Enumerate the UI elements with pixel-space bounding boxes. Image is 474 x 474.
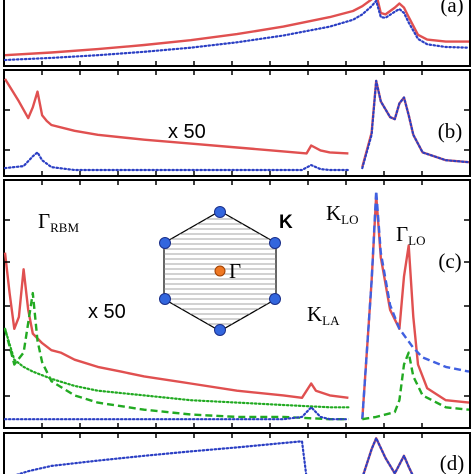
series-line-c-5: [361, 189, 470, 420]
panel-a-curves: [3, 0, 471, 62]
panel-c: Γ K ΓRBM x 50 KLO ΓLO KLA (c): [3, 179, 471, 429]
panel-b-curves: [3, 78, 471, 172]
series-line-b-1: [3, 151, 350, 172]
panel-d-label: (d): [440, 451, 465, 474]
k-point-marker: [159, 293, 171, 305]
series-line-b-0: [3, 78, 349, 155]
series-line-c-1: [3, 291, 349, 421]
series-line-d-2: [362, 437, 414, 474]
inset-brillouin-zone: Γ K: [159, 206, 293, 336]
axis-ticks: [4, 61, 470, 438]
panel-a-label: (a): [440, 0, 463, 17]
panel-c-frame: [3, 179, 471, 429]
panel-b-scale-note: x 50: [168, 121, 206, 143]
panel-d-frame: [3, 432, 471, 474]
panel-c-curves: [3, 189, 470, 421]
series-line-c-3: [3, 406, 350, 421]
glo-annotation: ΓLO: [396, 222, 425, 248]
series-line-c-6: [362, 351, 470, 421]
inset-k-label: K: [279, 212, 293, 233]
series-line-c-0: [3, 252, 349, 399]
k-point-marker: [269, 237, 281, 249]
k-point-marker: [159, 237, 171, 249]
panel-c-label: (c): [438, 249, 461, 273]
panel-b: x 50 (b): [3, 69, 471, 177]
panel-c-scale-note: x 50: [88, 301, 126, 323]
k-point-marker: [214, 206, 226, 218]
panel-b-label: (b): [438, 119, 463, 143]
gamma-point-marker: [214, 265, 226, 277]
rbm-annotation: ΓRBM: [38, 209, 79, 235]
panel-d: (d): [3, 432, 471, 474]
series-line-d-0: [15, 440, 308, 474]
panel-b-frame: [3, 69, 471, 177]
panel-a: (a): [3, 0, 471, 67]
panel-d-curves: [15, 437, 414, 474]
k-point-marker: [269, 293, 281, 305]
series-line-a-1: [3, 0, 471, 62]
kla-annotation: KLA: [307, 302, 340, 328]
panel-a-frame: [3, 0, 471, 67]
series-line-c-2: [3, 327, 350, 409]
series-line-b-3: [361, 79, 471, 170]
series-line-a-0: [4, 0, 469, 57]
k-point-marker: [214, 324, 226, 336]
inset-gamma-label: Γ: [229, 259, 241, 283]
klo-annotation: KLO: [326, 201, 359, 227]
